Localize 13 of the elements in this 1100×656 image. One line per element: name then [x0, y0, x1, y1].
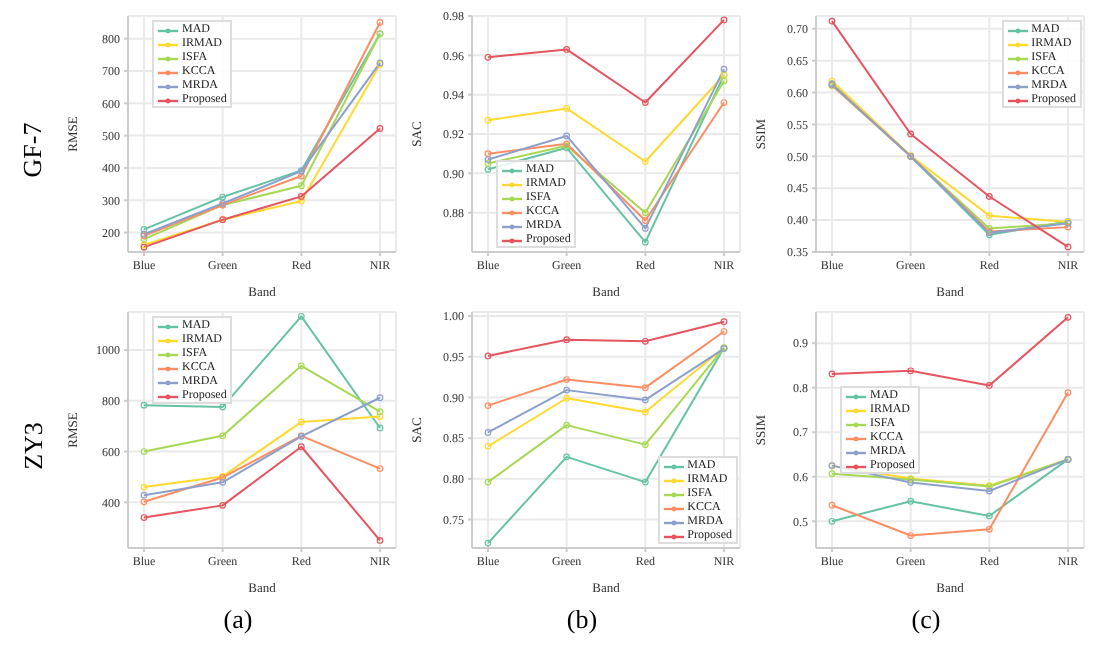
line-series: [484, 328, 728, 409]
text: (c): [909, 604, 943, 636]
line-series: [484, 99, 728, 224]
line-series: [140, 443, 384, 544]
text: (a): [221, 604, 255, 636]
text: GF-7: [17, 122, 50, 178]
line-series: [140, 362, 384, 455]
line-series: [484, 16, 728, 106]
line-series: [484, 344, 728, 486]
text: ZY3: [18, 422, 50, 470]
line-series: [828, 389, 1072, 539]
text: (b): [564, 604, 600, 636]
line-series: [140, 125, 384, 251]
